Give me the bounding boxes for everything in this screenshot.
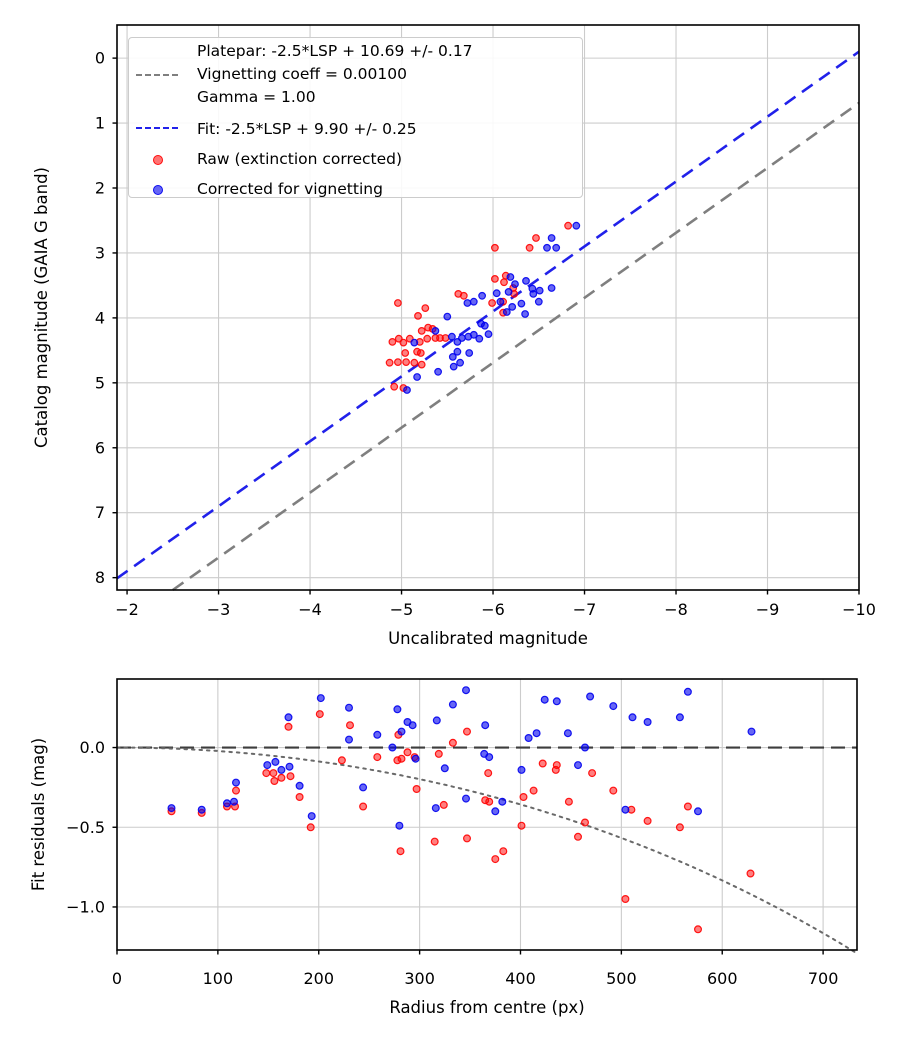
svg-text:5: 5 [95, 373, 105, 392]
raw-points [167, 710, 755, 934]
corrected-points [403, 221, 581, 394]
legend-box: Platepar: -2.5*LSP + 10.69 +/- 0.17 Vign… [128, 37, 583, 198]
raw-points [385, 221, 572, 392]
fit-line-sample [136, 127, 178, 129]
svg-text:6: 6 [95, 438, 105, 457]
plot-border [116, 678, 858, 951]
x-axis-label: Radius from centre (px) [389, 998, 584, 1017]
svg-text:700: 700 [808, 969, 839, 988]
corrected-marker-sample [153, 185, 163, 195]
platepar-line [172, 101, 860, 592]
svg-text:300: 300 [404, 969, 435, 988]
raw-marker-sample [153, 155, 163, 165]
axes-ticks [112, 746, 824, 955]
corrected-points [167, 686, 756, 830]
svg-text:1: 1 [95, 114, 105, 133]
svg-text:500: 500 [606, 969, 637, 988]
svg-text:2: 2 [95, 179, 105, 198]
svg-text:400: 400 [505, 969, 536, 988]
vignetting-model-curve [116, 746, 857, 954]
bottom-plot: 0 100 200 300 400 500 600 700 0.0 −0.5 −1.0 Radius … [29, 678, 858, 1017]
y-axis-label: Fit residuals (mag) [29, 738, 48, 891]
svg-text:100: 100 [203, 969, 234, 988]
svg-text:−8: −8 [664, 600, 688, 619]
svg-text:−6: −6 [481, 600, 505, 619]
svg-text:7: 7 [95, 503, 105, 522]
svg-text:600: 600 [707, 969, 738, 988]
svg-text:−2: −2 [115, 600, 139, 619]
grid-lines [116, 679, 857, 950]
legend-platepar-line3: Gamma = 1.00 [197, 88, 316, 106]
platepar-line-sample [136, 74, 178, 76]
fit-line [116, 50, 860, 580]
legend-fit-label: Fit: -2.5*LSP + 9.90 +/- 0.25 [197, 120, 417, 138]
svg-text:−4: −4 [298, 600, 322, 619]
svg-text:3: 3 [95, 243, 105, 262]
legend-corrected-label: Corrected for vignetting [197, 180, 383, 198]
y-axis-label: Catalog magnitude (GAIA G band) [32, 167, 51, 448]
svg-text:−3: −3 [207, 600, 231, 619]
svg-text:0: 0 [112, 969, 122, 988]
legend-raw-label: Raw (extinction corrected) [197, 150, 403, 168]
svg-text:−1.0: −1.0 [66, 897, 105, 916]
svg-text:8: 8 [95, 568, 105, 587]
legend-platepar-line2: Vignetting coeff = 0.00100 [197, 65, 407, 83]
axes-ticks [112, 57, 860, 595]
svg-text:−5: −5 [390, 600, 414, 619]
svg-text:200: 200 [303, 969, 334, 988]
plot-border [116, 24, 860, 591]
svg-text:4: 4 [95, 308, 105, 327]
svg-text:0.0: 0.0 [80, 738, 105, 757]
tick-labels: 0 100 200 300 400 500 600 700 0.0 −0.5 −1.0 [66, 738, 838, 988]
tick-labels: −2 −3 −4 −5 −6 −7 −8 −9 −10 0 1 2 3 4 5 6 7 8 [95, 49, 876, 619]
svg-text:0: 0 [95, 49, 105, 68]
svg-text:−10: −10 [842, 600, 876, 619]
svg-text:−9: −9 [756, 600, 780, 619]
svg-text:−7: −7 [573, 600, 597, 619]
svg-text:−0.5: −0.5 [66, 818, 105, 837]
x-axis-label: Uncalibrated magnitude [388, 629, 588, 648]
legend-platepar-line1: Platepar: -2.5*LSP + 10.69 +/- 0.17 [197, 42, 473, 60]
